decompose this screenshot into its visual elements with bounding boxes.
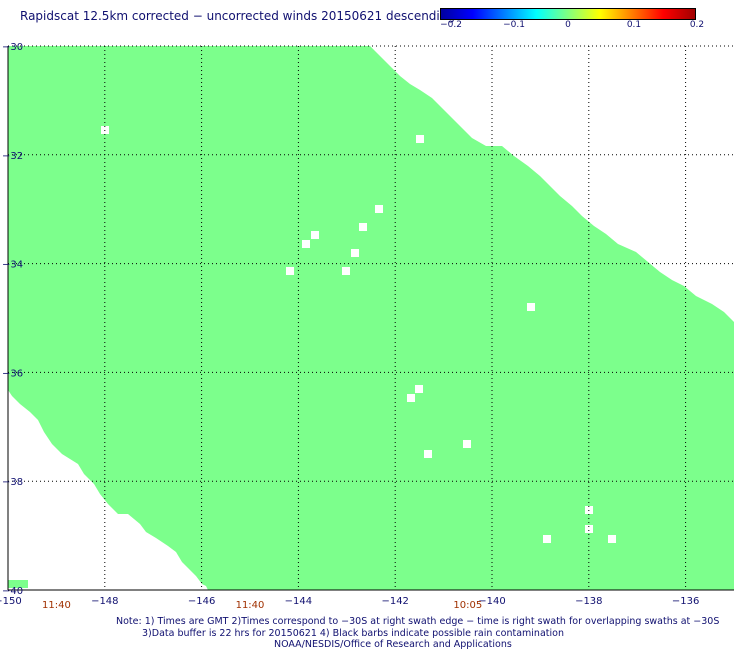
- missing-cell: [342, 267, 350, 275]
- missing-cell: [585, 525, 593, 533]
- longitude-tick-label: −140: [478, 596, 505, 607]
- missing-cell: [416, 135, 424, 143]
- missing-cell: [375, 205, 383, 213]
- missing-cell: [424, 450, 432, 458]
- missing-cell: [543, 535, 551, 543]
- latitude-labels: −30 −32 −34 −36 −38 −40: [2, 42, 23, 597]
- longitude-tick-label: −146: [188, 596, 215, 607]
- colorbar-label: −0.2: [440, 20, 462, 30]
- longitude-labels: −150 −148 −146 −144 −142 −140 −138 −136: [0, 596, 699, 607]
- latitude-tick-label: −40: [2, 586, 23, 597]
- missing-cell: [463, 440, 471, 448]
- missing-cell: [311, 231, 319, 239]
- swath-time-labels: 11:40 11:40 10:05: [42, 600, 482, 611]
- latitude-tick-label: −32: [2, 151, 23, 162]
- latitude-tick-label: −30: [2, 42, 23, 53]
- longitude-tick-label: −148: [91, 596, 118, 607]
- missing-cell: [527, 303, 535, 311]
- note-line-1: Note: 1) Times are GMT 2)Times correspon…: [116, 616, 720, 627]
- colorbar-label: 0.1: [626, 20, 642, 30]
- missing-cell: [351, 249, 359, 257]
- latitude-tick-label: −36: [2, 368, 23, 379]
- swath-fragment: [8, 580, 28, 588]
- longitude-tick-label: −150: [0, 596, 22, 607]
- lat-lon-grid: [8, 45, 734, 590]
- missing-cell: [359, 223, 367, 231]
- longitude-tick-label: −136: [672, 596, 699, 607]
- swath-time-label: 11:40: [236, 600, 265, 611]
- swath-time-label: 10:05: [453, 600, 482, 611]
- colorbar: [440, 8, 696, 20]
- missing-cell: [415, 385, 423, 393]
- colorbar-label: 0: [565, 20, 571, 30]
- longitude-tick-label: −144: [285, 596, 312, 607]
- latitude-tick-label: −34: [2, 260, 23, 271]
- longitude-tick-label: −142: [381, 596, 408, 607]
- map-title: Rapidscat 12.5km corrected − uncorrected…: [20, 9, 455, 23]
- map-frame: [7, 46, 734, 591]
- missing-cell: [286, 267, 294, 275]
- swath-coverage: [8, 46, 734, 590]
- swath-time-label: 11:40: [42, 600, 71, 611]
- credit-line: NOAA/NESDIS/Office of Research and Appli…: [274, 639, 512, 650]
- missing-cell: [407, 394, 415, 402]
- note-line-2: 3)Data buffer is 22 hrs for 20150621 4) …: [142, 628, 564, 639]
- longitude-tick-label: −138: [575, 596, 602, 607]
- latitude-tick-label: −38: [2, 477, 23, 488]
- swath-polygon: [8, 46, 734, 590]
- colorbar-label: 0.2: [689, 20, 705, 30]
- missing-cell: [302, 240, 310, 248]
- missing-cell: [608, 535, 616, 543]
- colorbar-label: −0.1: [503, 20, 525, 30]
